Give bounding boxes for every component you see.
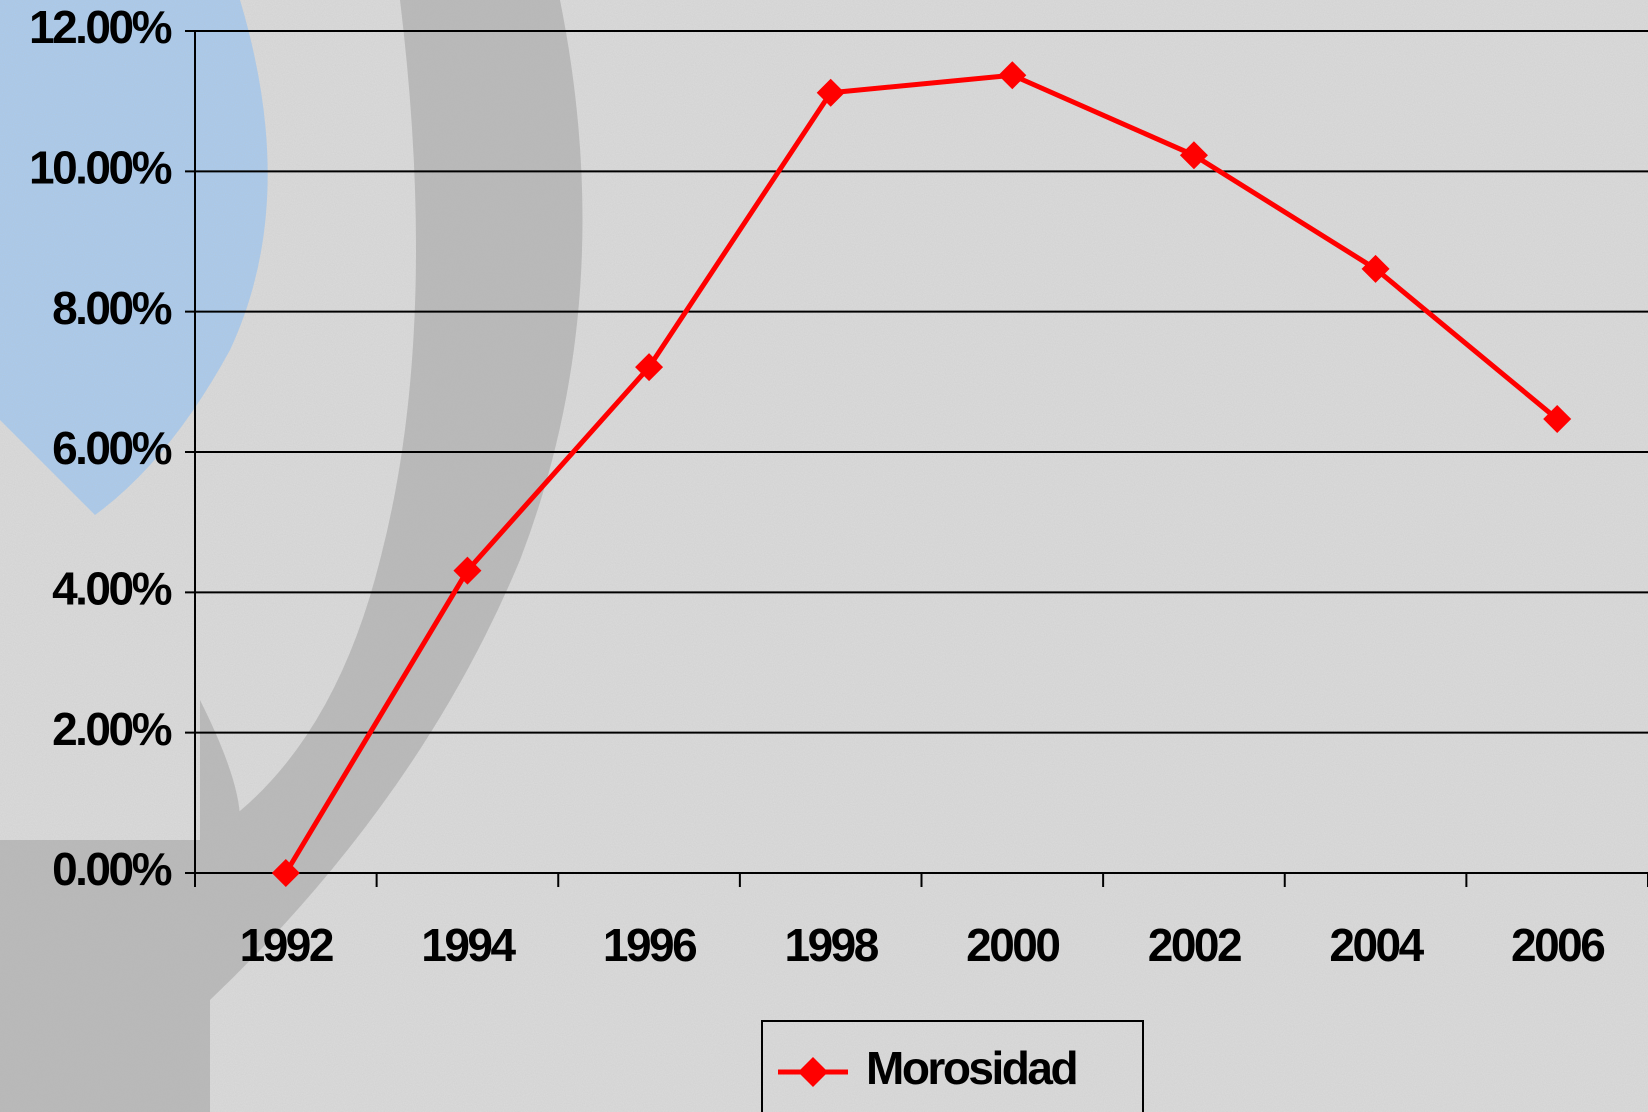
x-tick-label: 1994 [421,919,516,971]
y-tick-label: 4.00% [52,562,172,614]
x-tick-label: 1998 [785,919,879,971]
legend-box [761,1020,1144,1112]
x-tick-label: 1992 [240,919,333,971]
x-tick-label: 2006 [1511,919,1604,971]
x-tick-label: 2004 [1329,919,1424,971]
data-point [816,78,845,107]
data-point [635,353,664,382]
y-tick-label: 8.00% [52,282,172,334]
y-tick-label: 10.00% [29,141,172,193]
y-tick-label: 12.00% [29,1,172,53]
x-tick-label: 2000 [966,919,1059,971]
y-tick-label: 2.00% [52,703,172,755]
data-point [271,859,300,887]
y-tick-label: 6.00% [52,422,172,474]
x-tick-label: 2002 [1148,919,1241,971]
legend-marker [798,1057,828,1087]
data-point [1543,405,1572,434]
data-point [453,556,482,585]
data-point [1361,254,1390,283]
x-tick-label: 1996 [603,919,696,971]
series-line [283,72,1559,875]
data-point [1179,141,1208,170]
legend-label: Morosidad [866,1042,1076,1094]
data-point [998,61,1027,90]
y-tick-label: 0.00% [52,843,172,895]
